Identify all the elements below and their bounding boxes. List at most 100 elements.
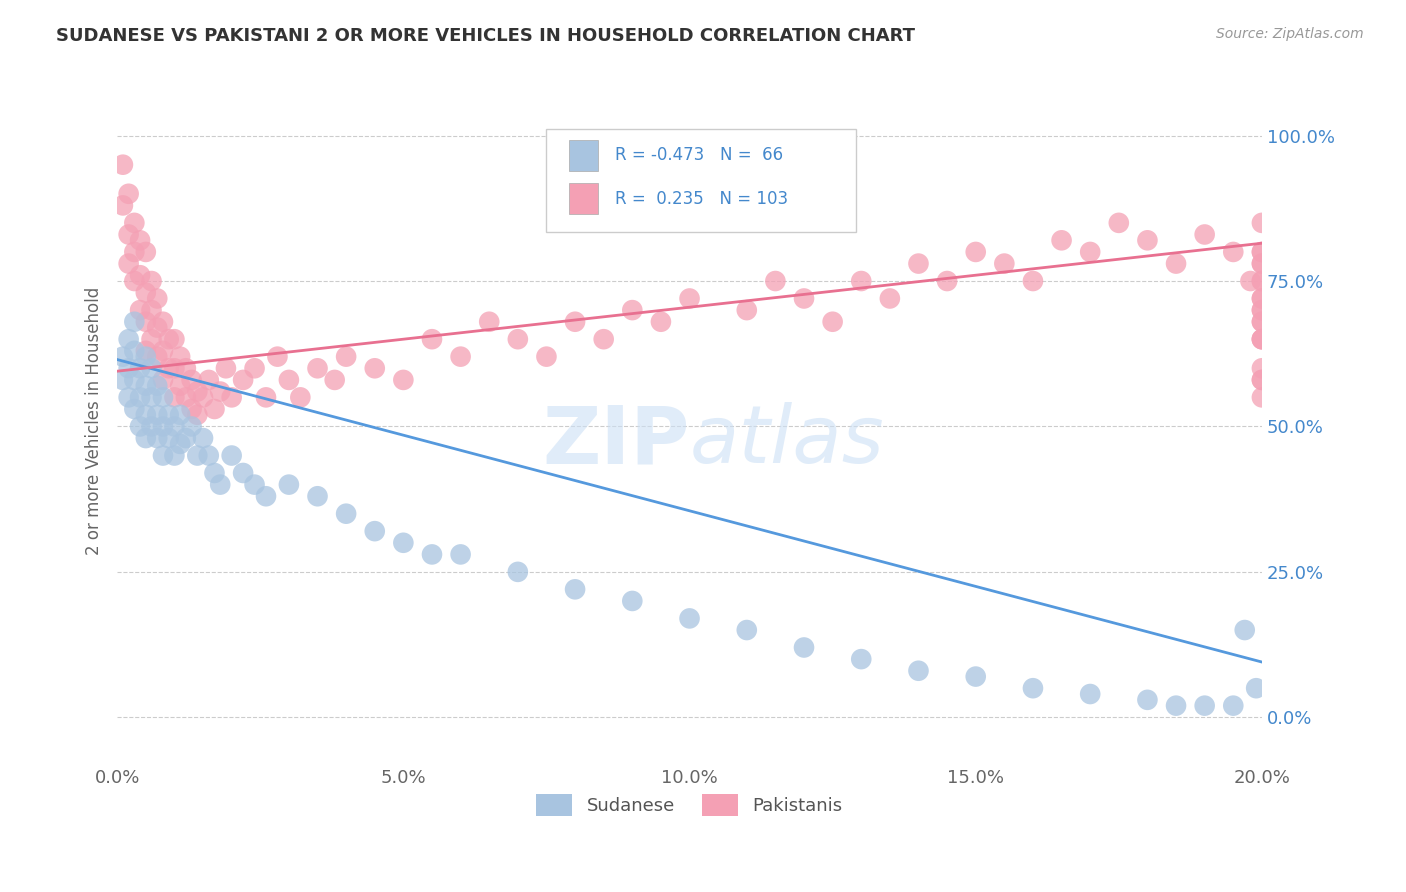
Point [1233, 623, 1256, 637]
Point [1251, 292, 1274, 306]
Point [111, 373, 134, 387]
Point [266, 350, 288, 364]
Point [254, 390, 277, 404]
Point [163, 449, 186, 463]
Point [392, 536, 415, 550]
Point [117, 186, 139, 201]
Point [169, 378, 191, 392]
Point [163, 332, 186, 346]
Point [1251, 292, 1274, 306]
Point [129, 233, 152, 247]
Point [1108, 216, 1130, 230]
Point [1251, 315, 1274, 329]
Text: R = -0.473   N =  66: R = -0.473 N = 66 [616, 146, 783, 164]
Point [1078, 687, 1101, 701]
Point [993, 256, 1015, 270]
Point [232, 466, 254, 480]
Point [650, 315, 672, 329]
Point [163, 361, 186, 376]
Legend: Sudanese, Pakistanis: Sudanese, Pakistanis [529, 787, 851, 823]
Point [1022, 274, 1045, 288]
Point [135, 378, 157, 392]
Point [1251, 332, 1274, 346]
Point [678, 611, 700, 625]
Point [450, 350, 472, 364]
Point [364, 524, 387, 538]
Point [146, 350, 169, 364]
Point [307, 361, 329, 376]
Point [117, 390, 139, 404]
Point [146, 320, 169, 334]
Point [129, 303, 152, 318]
Point [135, 408, 157, 422]
Point [152, 343, 174, 358]
Point [621, 303, 644, 318]
Point [157, 431, 180, 445]
Point [1239, 274, 1261, 288]
Point [1251, 244, 1274, 259]
Point [169, 408, 191, 422]
Point [420, 548, 443, 562]
Point [564, 582, 586, 597]
Point [180, 402, 202, 417]
Point [793, 640, 815, 655]
Point [290, 390, 312, 404]
Point [191, 431, 214, 445]
Point [1022, 681, 1045, 696]
Point [124, 216, 146, 230]
Point [135, 244, 157, 259]
Point [124, 315, 146, 329]
Point [1164, 256, 1187, 270]
Point [1222, 698, 1244, 713]
Text: R =  0.235   N = 103: R = 0.235 N = 103 [616, 190, 789, 208]
Point [174, 431, 197, 445]
Point [209, 477, 232, 491]
Point [1078, 244, 1101, 259]
Point [1222, 244, 1244, 259]
Point [221, 390, 243, 404]
Point [135, 431, 157, 445]
Text: ZIP: ZIP [543, 402, 689, 480]
Point [564, 315, 586, 329]
Y-axis label: 2 or more Vehicles in Household: 2 or more Vehicles in Household [86, 286, 103, 555]
Point [793, 292, 815, 306]
Point [1136, 693, 1159, 707]
Point [124, 274, 146, 288]
Point [180, 419, 202, 434]
Point [965, 244, 987, 259]
Point [204, 402, 226, 417]
Point [141, 390, 163, 404]
Point [254, 489, 277, 503]
Point [186, 384, 208, 399]
Point [146, 292, 169, 306]
Point [735, 623, 758, 637]
Point [1251, 256, 1274, 270]
Point [936, 274, 959, 288]
Point [678, 292, 700, 306]
Point [141, 274, 163, 288]
Point [141, 419, 163, 434]
Point [478, 315, 501, 329]
Point [1251, 244, 1274, 259]
Point [129, 268, 152, 283]
Point [129, 390, 152, 404]
Point [851, 274, 873, 288]
Point [735, 303, 758, 318]
Point [204, 466, 226, 480]
FancyBboxPatch shape [569, 140, 598, 170]
Point [152, 373, 174, 387]
Point [135, 343, 157, 358]
Point [221, 449, 243, 463]
Point [851, 652, 873, 666]
Point [186, 408, 208, 422]
Point [450, 548, 472, 562]
Point [1194, 227, 1216, 242]
Point [1251, 274, 1274, 288]
Point [209, 384, 232, 399]
Point [117, 256, 139, 270]
Text: atlas: atlas [689, 402, 884, 480]
Point [1251, 390, 1274, 404]
Point [197, 373, 219, 387]
Point [364, 361, 387, 376]
Point [907, 256, 929, 270]
